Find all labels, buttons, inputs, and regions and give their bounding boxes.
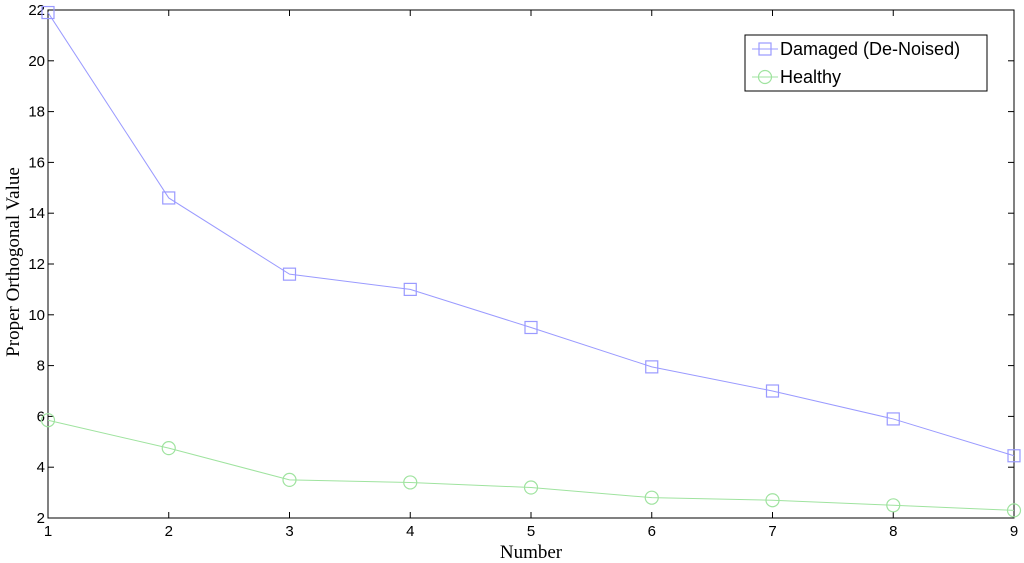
data-point-healthy: [523, 480, 539, 495]
y-tick-label: 2: [37, 510, 45, 527]
legend: Damaged (De-Noised) Healthy: [744, 34, 988, 92]
data-point-damaged-de-noised: [282, 267, 297, 281]
series-line-damaged-de-noised: [47, 12, 1015, 457]
series-healthy: [40, 413, 1022, 518]
data-point-healthy: [282, 472, 297, 487]
x-tick-label: 5: [527, 523, 535, 540]
y-tick-label: 18: [28, 104, 45, 121]
data-point-damaged-de-noised: [765, 384, 780, 398]
y-tick-label: 12: [28, 256, 45, 273]
y-tick-label: 14: [28, 205, 45, 222]
y-tick-label: 8: [37, 358, 45, 375]
data-point-damaged-de-noised: [162, 191, 176, 205]
series-group: [40, 5, 1022, 518]
y-tick-label: 6: [37, 408, 45, 425]
data-point-damaged-de-noised: [41, 5, 55, 20]
legend-marker-healthy: [757, 69, 773, 85]
x-tick-label: 9: [1010, 523, 1018, 540]
x-tick-label: 4: [406, 523, 414, 540]
data-point-damaged-de-noised: [645, 360, 659, 374]
legend-box: [744, 34, 988, 92]
y-tick-label: 16: [28, 154, 45, 171]
y-tick-label: 22: [28, 2, 45, 19]
data-point-damaged-de-noised: [403, 282, 417, 296]
x-tick-label: 6: [648, 523, 656, 540]
data-point-healthy: [161, 441, 176, 456]
data-point-damaged-de-noised: [886, 412, 900, 426]
data-point-healthy: [644, 490, 659, 505]
data-point-damaged-de-noised: [524, 320, 538, 335]
data-point-healthy: [40, 413, 56, 428]
data-point-healthy: [886, 498, 901, 513]
plot-area: [47, 9, 1015, 519]
x-axis-title: Number: [500, 542, 563, 563]
legend-label-damaged-de-noised: Damaged (De-Noised): [780, 39, 960, 59]
x-tick-label: 7: [768, 523, 776, 540]
y-tick-label: 20: [28, 53, 45, 70]
y-tick-label: 10: [28, 307, 45, 324]
legend-label-healthy: Healthy: [780, 67, 841, 87]
x-tick-label: 8: [889, 523, 897, 540]
series-line-healthy: [47, 419, 1015, 511]
data-point-healthy: [765, 493, 780, 508]
y-axis-title: Proper Orthogonal Value: [3, 167, 24, 357]
x-tick-label: 3: [285, 523, 293, 540]
series-damaged-de-noised: [41, 5, 1021, 463]
x-tick-label: 2: [165, 523, 173, 540]
legend-marker-damaged-de-noised: [758, 42, 772, 56]
x-tick-label: 1: [44, 523, 52, 540]
y-tick-label: 4: [37, 459, 45, 476]
data-point-healthy: [1006, 503, 1022, 518]
data-point-damaged-de-noised: [1007, 449, 1021, 463]
data-point-healthy: [403, 475, 418, 490]
